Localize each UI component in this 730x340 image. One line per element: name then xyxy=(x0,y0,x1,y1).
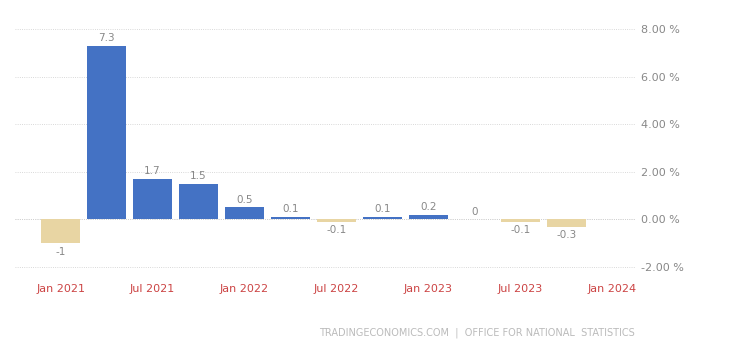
Bar xyxy=(317,219,356,222)
Text: -0.1: -0.1 xyxy=(326,225,347,235)
Text: TRADINGECONOMICS.COM  |  OFFICE FOR NATIONAL  STATISTICS: TRADINGECONOMICS.COM | OFFICE FOR NATION… xyxy=(319,327,635,338)
Bar xyxy=(87,46,126,219)
Text: 0.5: 0.5 xyxy=(237,194,253,205)
Text: 1.7: 1.7 xyxy=(145,166,161,176)
Bar xyxy=(271,217,310,219)
Text: 0.1: 0.1 xyxy=(374,204,391,214)
Bar xyxy=(133,179,172,219)
Text: -0.1: -0.1 xyxy=(510,225,530,235)
Bar xyxy=(363,217,402,219)
Bar xyxy=(409,215,447,219)
Bar xyxy=(501,219,539,222)
Text: 7.3: 7.3 xyxy=(99,33,115,43)
Text: 1.5: 1.5 xyxy=(190,171,207,181)
Bar xyxy=(41,219,80,243)
Text: -1: -1 xyxy=(55,247,66,257)
Bar xyxy=(225,207,264,219)
Text: -0.3: -0.3 xyxy=(556,230,576,240)
Text: 0.1: 0.1 xyxy=(282,204,299,214)
Text: 0.2: 0.2 xyxy=(420,202,437,212)
Bar xyxy=(179,184,218,219)
Bar xyxy=(547,219,585,226)
Text: 0: 0 xyxy=(471,206,477,217)
